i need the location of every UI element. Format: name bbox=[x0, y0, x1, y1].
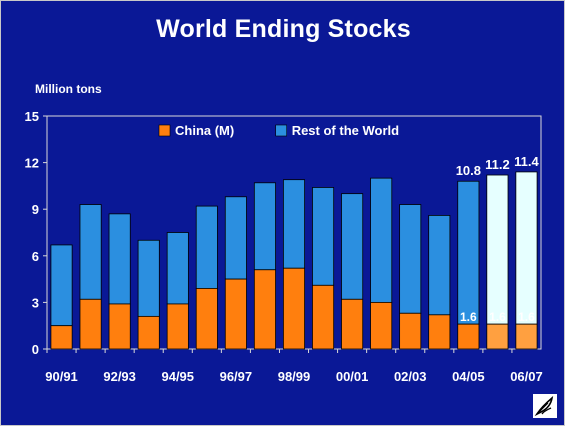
bar-china bbox=[312, 284, 335, 350]
bar-rest-of-world bbox=[486, 174, 509, 325]
bar-rest-of-world bbox=[195, 205, 218, 289]
bar-china bbox=[224, 278, 247, 350]
bar-rest-of-world bbox=[137, 239, 160, 317]
bar-china bbox=[457, 323, 480, 350]
bar-china bbox=[166, 303, 189, 350]
bar-rest-of-world bbox=[224, 196, 247, 280]
bar-china bbox=[428, 314, 451, 350]
bar-china bbox=[486, 323, 509, 350]
x-tick-label: 94/95 bbox=[161, 369, 194, 384]
bar-rest-of-world bbox=[370, 177, 393, 303]
bar-china bbox=[79, 298, 102, 350]
bar-rest-of-world bbox=[341, 193, 364, 300]
bar-rest-of-world bbox=[50, 244, 73, 327]
bar-china bbox=[370, 301, 393, 350]
bar-china bbox=[137, 315, 160, 350]
x-tick-label: 92/93 bbox=[103, 369, 136, 384]
bar-china bbox=[399, 312, 422, 350]
bar-china bbox=[282, 267, 306, 350]
legend-label: Rest of the World bbox=[292, 123, 399, 138]
bar-rest-of-world bbox=[282, 179, 306, 269]
data-label-china: 1.6 bbox=[489, 310, 506, 324]
bar-rest-of-world bbox=[253, 182, 276, 271]
bar-rest-of-world bbox=[312, 187, 335, 286]
legend-swatch bbox=[275, 124, 288, 137]
x-tick-label: 96/97 bbox=[220, 369, 253, 384]
y-tick-label: 9 bbox=[32, 202, 39, 217]
data-label-total: 11.4 bbox=[514, 154, 539, 169]
bar-china bbox=[108, 303, 131, 350]
legend-label: China (M) bbox=[175, 123, 234, 138]
y-tick-label: 6 bbox=[32, 249, 39, 264]
data-label-china: 1.6 bbox=[460, 310, 477, 324]
bar-china bbox=[50, 325, 73, 350]
data-label-china: 1.6 bbox=[518, 310, 535, 324]
bar-rest-of-world bbox=[428, 215, 451, 316]
bar-rest-of-world bbox=[457, 180, 480, 325]
bar-rest-of-world bbox=[79, 204, 102, 300]
legend-swatch bbox=[158, 124, 171, 137]
y-axis-unit-label: Million tons bbox=[35, 82, 102, 96]
y-tick-label: 3 bbox=[32, 295, 39, 310]
data-label-total: 10.8 bbox=[456, 163, 481, 178]
y-tick-label: 15 bbox=[25, 109, 39, 124]
bar-rest-of-world bbox=[166, 232, 189, 305]
x-tick-label: 90/91 bbox=[45, 369, 78, 384]
feather-logo-icon bbox=[533, 394, 557, 418]
bar-rest-of-world bbox=[399, 204, 422, 314]
bar-china bbox=[195, 288, 218, 350]
chart-title: World Ending Stocks bbox=[156, 15, 411, 43]
x-tick-label: 04/05 bbox=[452, 369, 485, 384]
bar-china bbox=[253, 269, 276, 350]
x-tick-label: 02/03 bbox=[394, 369, 427, 384]
x-tick-label: 98/99 bbox=[278, 369, 311, 384]
bar-china bbox=[515, 323, 538, 350]
y-tick-label: 12 bbox=[25, 156, 39, 171]
x-tick-label: 06/07 bbox=[510, 369, 543, 384]
y-tick-label: 0 bbox=[32, 342, 39, 357]
bar-rest-of-world bbox=[108, 213, 131, 305]
x-tick-label: 00/01 bbox=[336, 369, 369, 384]
bar-china bbox=[341, 298, 364, 350]
data-label-total: 11.2 bbox=[485, 157, 510, 172]
bar-rest-of-world bbox=[515, 171, 538, 325]
